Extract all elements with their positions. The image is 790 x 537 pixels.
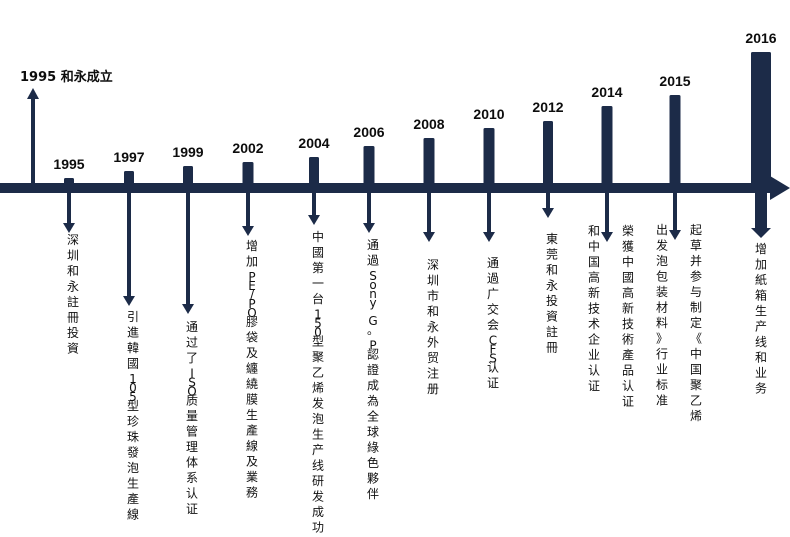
- event-year: 2004: [298, 135, 329, 151]
- event-year: 2008: [413, 116, 444, 132]
- event-marker: [183, 166, 193, 185]
- timeline-event-2002: 2002 增加 P E / P O 膠袋及纏繞膜生產線及業務: [232, 140, 263, 500]
- down-arrow-icon: [423, 232, 435, 242]
- event-description: 通过了 I S O 质量管理体系认证: [186, 320, 198, 516]
- event-description: 增加紙箱生产线和业务: [755, 242, 767, 396]
- timeline-event-2016: 2016 增加紙箱生产线和业务: [745, 30, 776, 396]
- timeline-event-1999: 1999 通过了 I S O 质量管理体系认证: [172, 144, 203, 516]
- event-marker: [423, 138, 435, 185]
- founded-marker-stem: [31, 98, 35, 185]
- event-year: 1999: [172, 144, 203, 160]
- founded-label: 1995 和永成立: [20, 69, 113, 85]
- event-marker: [124, 171, 134, 185]
- event-stem: [127, 192, 131, 298]
- down-arrow-icon: [63, 223, 75, 233]
- event-stem: [673, 192, 677, 232]
- event-year: 2012: [532, 99, 563, 115]
- down-arrow-icon: [123, 296, 135, 306]
- event-stem: [546, 192, 550, 210]
- event-stem: [487, 192, 491, 234]
- down-arrow-icon: [182, 304, 194, 314]
- event-year: 2015: [659, 73, 690, 89]
- down-arrow-icon: [601, 232, 613, 242]
- timeline-axis-bar: [0, 183, 772, 193]
- event-marker: [363, 146, 375, 185]
- event-stem: [755, 192, 767, 230]
- down-arrow-icon: [363, 223, 375, 233]
- event-stem: [312, 192, 316, 217]
- timeline-events: 1995 深圳和永註冊投資 1997 引進韓國 1 0 5 型珍珠發泡生產線 1999 通过了 I S…: [53, 30, 776, 535]
- event-stem: [367, 192, 371, 225]
- event-description: 中國第一台 1 5 0 型聚乙烯发泡生产线研发成功: [312, 229, 324, 535]
- event-year: 2010: [473, 106, 504, 122]
- event-year: 2016: [745, 30, 776, 46]
- timeline-event-1997: 1997 引進韓國 1 0 5 型珍珠發泡生產線: [113, 149, 144, 522]
- event-description: 增加 P E / P O 膠袋及纏繞膜生產線及業務: [246, 239, 258, 500]
- event-description: 起草并参与制定《中国聚乙烯: [690, 223, 702, 423]
- event-marker: [601, 106, 613, 185]
- down-arrow-icon: [669, 230, 681, 240]
- event-stem: [186, 192, 190, 306]
- event-marker: [543, 121, 553, 185]
- timeline-axis: [0, 176, 790, 200]
- event-marker: [309, 157, 319, 185]
- timeline-event-2014: 2014 榮獲中國高新技術產品认证 和中国高新技术企业认证: [588, 84, 634, 409]
- event-description: 榮獲中國高新技術產品认证: [622, 224, 634, 409]
- event-marker: [242, 162, 254, 185]
- event-stem: [246, 192, 250, 228]
- founded-marker-arrow-icon: [27, 88, 39, 99]
- event-year: 2002: [232, 140, 263, 156]
- timeline-event-1995: 1995 深圳和永註冊投資: [53, 156, 84, 356]
- event-description: 深圳和永註冊投資: [67, 233, 79, 356]
- event-year: 2014: [591, 84, 622, 100]
- timeline-event-2008: 2008 深圳市和永外贸注册: [413, 116, 444, 396]
- event-stem: [427, 192, 431, 234]
- event-description: 深圳市和永外贸注册: [427, 258, 439, 396]
- event-marker: [64, 178, 74, 185]
- event-year: 1995: [53, 156, 84, 172]
- down-arrow-icon: [751, 228, 771, 238]
- founded-marker: 1995 和永成立: [20, 69, 113, 185]
- event-description: 引進韓國 1 0 5 型珍珠發泡生產線: [127, 310, 139, 522]
- down-arrow-icon: [483, 232, 495, 242]
- timeline-event-2012: 2012 東莞和永投資註冊: [532, 99, 563, 355]
- down-arrow-icon: [242, 226, 254, 236]
- timeline-event-2010: 2010 通過广交会 C F S 认证: [473, 106, 504, 390]
- event-marker: [669, 95, 681, 185]
- event-marker: [483, 128, 495, 185]
- event-stem: [605, 192, 609, 234]
- down-arrow-icon: [308, 215, 320, 225]
- down-arrow-icon: [542, 208, 554, 218]
- event-description: 通過广交会 C F S 认证: [487, 256, 499, 390]
- event-description: 東莞和永投資註冊: [546, 232, 558, 355]
- event-year: 1997: [113, 149, 144, 165]
- event-marker: [751, 52, 771, 185]
- event-description: 出发泡包装材料》行业标准: [656, 223, 668, 408]
- timeline-event-2004: 2004 中國第一台 1 5 0 型聚乙烯发泡生产线研发成功: [298, 135, 329, 535]
- event-year: 2006: [353, 124, 384, 140]
- timeline-event-2015: 2015 起草并参与制定《中国聚乙烯 出发泡包装材料》行业标准: [656, 73, 702, 423]
- event-description: 和中国高新技术企业认证: [588, 224, 600, 393]
- event-stem: [67, 192, 71, 225]
- timeline-arrow-head-icon: [770, 176, 790, 200]
